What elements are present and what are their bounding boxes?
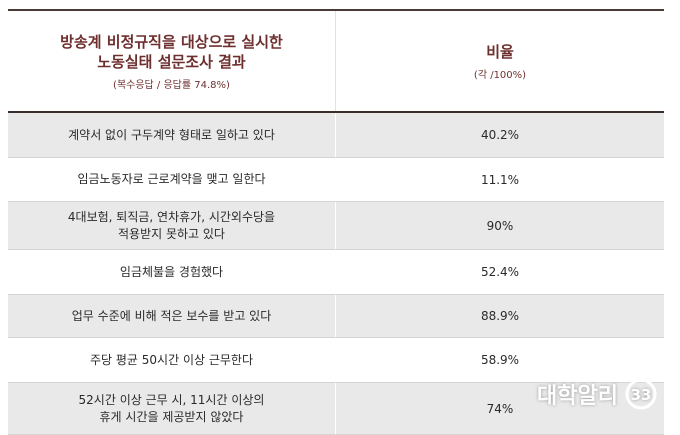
row-question: 임금체불을 경험했다 — [8, 250, 336, 294]
row-value: 11.1% — [480, 172, 520, 187]
row-value: 52.4% — [480, 265, 520, 279]
row-question: 4대보험, 퇴직금, 연차휴가, 시간외수당을 적용받지 못하고 있다 — [8, 202, 336, 249]
table-row: 업무 수준에 비해 적은 보수를 받고 있다 88.9% — [8, 295, 664, 338]
watermark-text: 대학알리 — [537, 384, 618, 409]
header-title-note: (복수응답 / 응답률 74.8%) — [113, 79, 230, 91]
row-value: 74% — [486, 401, 514, 416]
table-row: 임금체불을 경험했다 52.4% — [8, 250, 664, 295]
row-question: 52시간 이상 근무 시, 11시간 이상의 휴게 시간을 제공받지 않았다 — [8, 383, 336, 434]
header-ratio-note: (각 /100%) — [473, 69, 527, 81]
header-ratio-cell: 비율 (각 /100%) — [336, 11, 664, 111]
table-row: 계약서 없이 구두계약 형태로 일하고 있다 40.2% — [8, 113, 664, 158]
row-question: 업무 수준에 비해 적은 보수를 받고 있다 — [8, 295, 336, 337]
header-title-line2: 노동실태 설문조사 결과 — [97, 52, 246, 71]
table-row: 주당 평균 50시간 이상 근무한다 58.9% — [8, 338, 664, 383]
watermark-logo-text: 33 — [631, 386, 652, 404]
table-row: 52시간 이상 근무 시, 11시간 이상의 휴게 시간을 제공받지 않았다 74… — [8, 383, 664, 435]
row-value: 90% — [486, 218, 514, 233]
watermark-logo-icon: 33 — [625, 378, 657, 410]
table-header: 방송계 비정규직을 대상으로 실시한 노동실태 설문조사 결과 (복수응답 / … — [8, 11, 664, 113]
row-question: 임금노동자로 근로계약을 맺고 일한다 — [8, 158, 336, 201]
watermark: 대학알리 33 — [537, 377, 662, 411]
header-title-line1: 방송계 비정규직을 대상으로 실시한 — [60, 32, 283, 51]
row-value: 88.9% — [480, 309, 520, 323]
table-row: 4대보험, 퇴직금, 연차휴가, 시간외수당을 적용받지 못하고 있다 90% — [8, 202, 664, 250]
row-question: 계약서 없이 구두계약 형태로 일하고 있다 — [8, 113, 336, 157]
row-question: 주당 평균 50시간 이상 근무한다 — [8, 338, 336, 382]
header-ratio-title: 비율 — [486, 42, 514, 61]
survey-table: 방송계 비정규직을 대상으로 실시한 노동실태 설문조사 결과 (복수응답 / … — [8, 9, 664, 435]
row-value: 58.9% — [480, 353, 520, 367]
row-value: 40.2% — [480, 128, 520, 142]
header-question-cell: 방송계 비정규직을 대상으로 실시한 노동실태 설문조사 결과 (복수응답 / … — [8, 11, 336, 111]
table-row: 임금노동자로 근로계약을 맺고 일한다 11.1% — [8, 158, 664, 202]
